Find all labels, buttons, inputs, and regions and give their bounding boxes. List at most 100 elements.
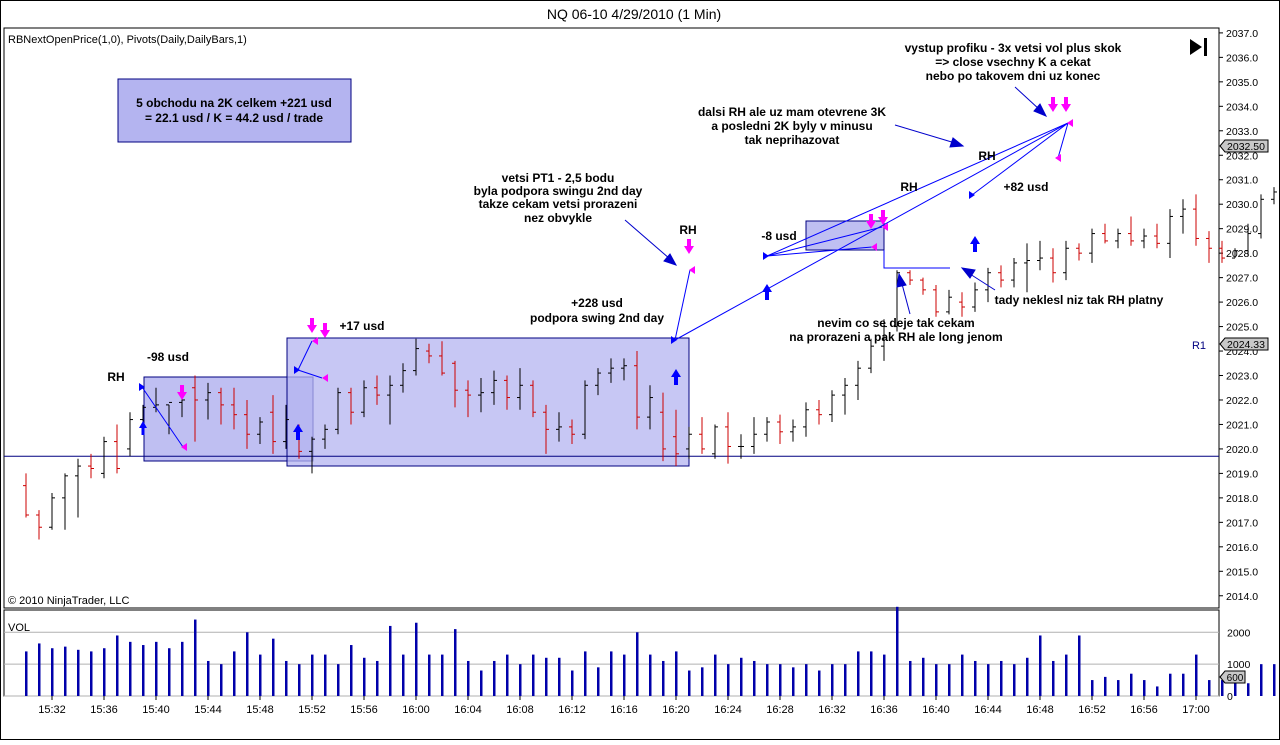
- ohlc-bar: [933, 284, 939, 317]
- volume-bar: [571, 670, 574, 696]
- ohlc-bar: [49, 492, 55, 530]
- volume-bar: [584, 651, 587, 696]
- exit-arrow-icon: [684, 239, 694, 254]
- arrowhead-icon: [949, 137, 965, 148]
- volume-bar: [441, 654, 444, 696]
- volume-bar: [948, 664, 951, 696]
- ohlc-bar: [699, 417, 705, 454]
- ohlc-bar: [634, 351, 640, 430]
- play-to-end-icon[interactable]: [1190, 38, 1207, 56]
- time-tick-label: 16:52: [1078, 704, 1106, 716]
- ohlc-bar: [1258, 194, 1264, 239]
- price-tick-label: 2017.0: [1226, 517, 1258, 529]
- price-tick-label: 2031.0: [1226, 175, 1258, 187]
- note-exit: => close vsechny K a cekat: [935, 55, 1090, 69]
- volume-bar: [1039, 635, 1042, 696]
- ohlc-bar: [387, 375, 393, 425]
- ohlc-bar: [582, 380, 588, 440]
- time-tick-label: 16:36: [870, 704, 898, 716]
- rh-label: RH: [107, 370, 124, 384]
- entry-arrow-icon: [139, 421, 147, 435]
- volume-bar: [350, 645, 353, 696]
- time-axis: 15:32 15:36 15:40 15:44 15:48 15:52 15:56 16:00…: [38, 696, 1210, 716]
- ohlc-bar: [1089, 228, 1095, 263]
- time-tick-label: 16:08: [506, 704, 534, 716]
- ohlc-bar: [1115, 228, 1121, 249]
- trade-box: [143, 376, 314, 462]
- end-bar-icon[interactable]: [1204, 38, 1207, 56]
- volume-bar: [545, 657, 548, 696]
- ohlc-bar: [1193, 194, 1199, 246]
- time-tick-label: 16:32: [818, 704, 846, 716]
- trade-box: [286, 337, 690, 467]
- volume-bar: [493, 660, 496, 696]
- trade-lines: [141, 122, 1069, 448]
- volume-bar: [480, 670, 483, 696]
- volume-bar: [142, 645, 145, 696]
- volume-bar: [1143, 680, 1146, 696]
- entry-arrow-icon: [671, 369, 681, 385]
- price-tick-label: 2027.0: [1226, 273, 1258, 285]
- volume-bar: [1065, 654, 1068, 696]
- annotation-arrow: [1014, 86, 1041, 111]
- ohlc-bar: [127, 412, 133, 457]
- ohlc-bar: [1245, 223, 1251, 256]
- exit-arrow-icon: [882, 223, 888, 231]
- ohlc-bar: [621, 358, 627, 381]
- summary-box: 5 obchodu na 2K celkem +221 usd = 22.1 u…: [117, 78, 352, 143]
- exit-arrow-icon: [689, 266, 695, 274]
- note-exit: nebo po takovem dni uz konec: [926, 69, 1101, 83]
- volume-bar: [727, 664, 730, 696]
- play-icon[interactable]: [1190, 39, 1202, 55]
- arrowhead-icon: [1033, 103, 1048, 117]
- ohlc-bar: [907, 270, 913, 285]
- trade-line: [766, 246, 873, 257]
- volume-bar: [415, 622, 418, 696]
- volume-bar: [51, 648, 54, 696]
- volume-bar: [857, 651, 860, 696]
- volume-bar: [1026, 657, 1029, 696]
- ohlc-bar: [543, 404, 549, 454]
- ohlc-bar: [751, 417, 757, 454]
- ohlc-bar: [1232, 248, 1238, 259]
- volume-bar: [155, 641, 158, 696]
- annotation-arrow: [894, 124, 956, 144]
- trade-result-note: podpora swing 2nd day: [530, 311, 664, 325]
- exit-arrow-icon: [322, 374, 328, 382]
- price-tick-label: 2025.0: [1226, 322, 1258, 334]
- ohlc-bar: [803, 402, 809, 437]
- last-price-tag: 2032.50: [1219, 139, 1269, 153]
- volume-bar: [610, 651, 613, 696]
- volume-bar: [1117, 680, 1120, 696]
- time-tick-label: 16:48: [1026, 704, 1054, 716]
- price-tick-label: 2034.0: [1226, 101, 1258, 113]
- volume-bar: [389, 625, 392, 696]
- ohlc-bar: [1206, 231, 1212, 263]
- volume-tick-label: 0: [1227, 691, 1233, 703]
- ohlc-bar: [790, 419, 796, 442]
- volume-bar: [987, 664, 990, 696]
- price-tick-label: 2030.0: [1226, 199, 1258, 211]
- price-tick-label: 2021.0: [1226, 419, 1258, 431]
- volume-tag-shape: [1219, 670, 1246, 684]
- volume-bar: [194, 619, 197, 696]
- note-rh-open: dalsi RH ale uz mam otevrene 3K: [698, 105, 886, 119]
- ohlc-bar: [1024, 243, 1030, 293]
- ohlc-bar: [348, 387, 354, 425]
- price-tick-label: 2035.0: [1226, 77, 1258, 89]
- ohlc-bar: [244, 399, 250, 449]
- volume-bar: [1169, 673, 1172, 696]
- volume-bar: [1273, 664, 1276, 696]
- volume-tick-label: 1000: [1227, 659, 1251, 671]
- exit-arrow-icon: [1055, 154, 1061, 162]
- trade-result-label: -98 usd: [147, 350, 189, 364]
- exit-arrow-icon: [866, 214, 876, 229]
- price-bars: [23, 187, 1277, 540]
- volume-label: VOL: [8, 622, 30, 634]
- price-tick-label: 2014.0: [1226, 591, 1258, 603]
- ohlc-bar: [972, 282, 978, 312]
- time-tick-label: 16:44: [974, 704, 1002, 716]
- trade-line: [297, 369, 323, 379]
- volume-bar: [623, 654, 626, 696]
